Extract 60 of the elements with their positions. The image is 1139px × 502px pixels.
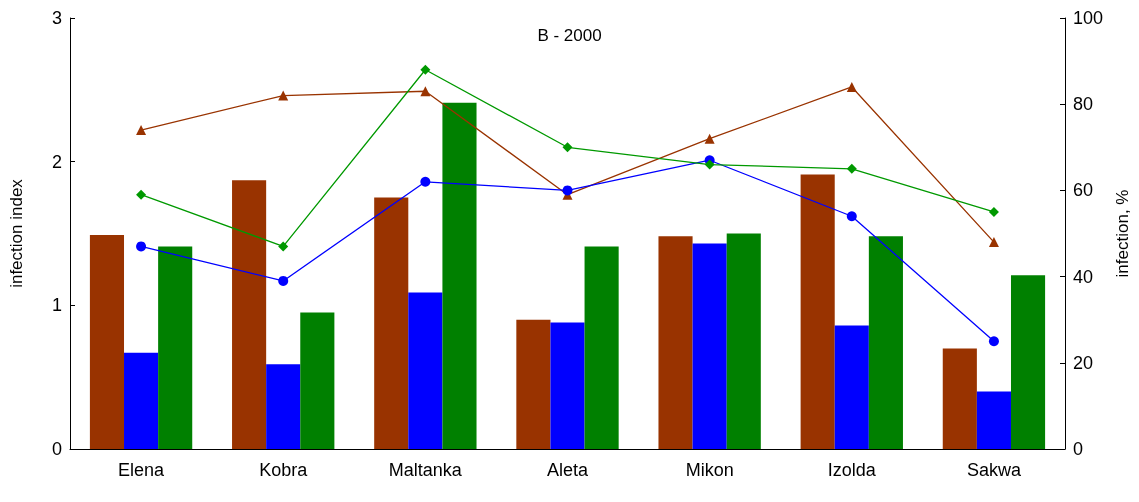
y2-tick-label: 100 — [1073, 8, 1104, 28]
bar — [692, 243, 727, 449]
bar — [834, 325, 869, 449]
point — [846, 81, 857, 92]
x-tick-label: Kobra — [259, 460, 309, 480]
point — [420, 176, 431, 187]
bar — [516, 319, 551, 449]
point — [846, 163, 857, 174]
x-tick-label: Sakwa — [966, 460, 1022, 480]
bar — [442, 102, 477, 449]
bar — [374, 197, 409, 449]
point — [562, 142, 573, 153]
point — [136, 125, 147, 136]
bar — [942, 348, 977, 449]
text: B - 2000 — [537, 26, 602, 45]
y2-tick-label: 20 — [1073, 352, 1094, 373]
y-tick-label: 1 — [51, 295, 62, 316]
bar — [976, 391, 1011, 449]
point — [562, 185, 573, 196]
bar — [266, 364, 301, 449]
bar — [550, 322, 585, 449]
point — [988, 206, 999, 217]
point — [136, 241, 147, 252]
point — [704, 159, 715, 170]
y-tick-label: 3 — [51, 8, 62, 28]
bar — [408, 292, 443, 449]
x-tick-label: Izolda — [827, 460, 877, 480]
bar — [124, 352, 159, 449]
x-tick-label: Elena — [118, 460, 166, 480]
y-tick-label: 0 — [51, 439, 62, 459]
point — [278, 241, 289, 252]
point — [420, 64, 431, 75]
bar — [584, 246, 619, 449]
y2-tick-label: 80 — [1073, 94, 1094, 115]
y2-tick-label: 60 — [1073, 180, 1094, 201]
y2-axis-title: infection, % — [1112, 189, 1132, 278]
bar — [300, 312, 335, 449]
bar — [800, 174, 835, 449]
point — [278, 90, 289, 101]
point — [846, 211, 857, 222]
bar — [726, 233, 761, 449]
x-tick-label: Aleta — [546, 460, 589, 480]
bar — [658, 236, 693, 449]
x-tick-label: Mikon — [685, 460, 734, 480]
y-tick-label: 2 — [51, 151, 62, 172]
y2-tick-label: 0 — [1073, 439, 1084, 459]
point — [988, 237, 999, 248]
bar — [158, 246, 193, 449]
point — [704, 133, 715, 144]
point — [278, 275, 289, 286]
bar — [89, 234, 125, 449]
y-axis-title: infection index — [7, 178, 26, 288]
bar — [868, 236, 903, 449]
x-tick-label: Maltanka — [388, 460, 463, 480]
y2-tick-label: 40 — [1073, 266, 1094, 287]
bar — [1010, 275, 1046, 449]
point — [988, 336, 999, 347]
point — [420, 86, 431, 97]
bar — [232, 180, 267, 449]
point — [136, 189, 147, 200]
